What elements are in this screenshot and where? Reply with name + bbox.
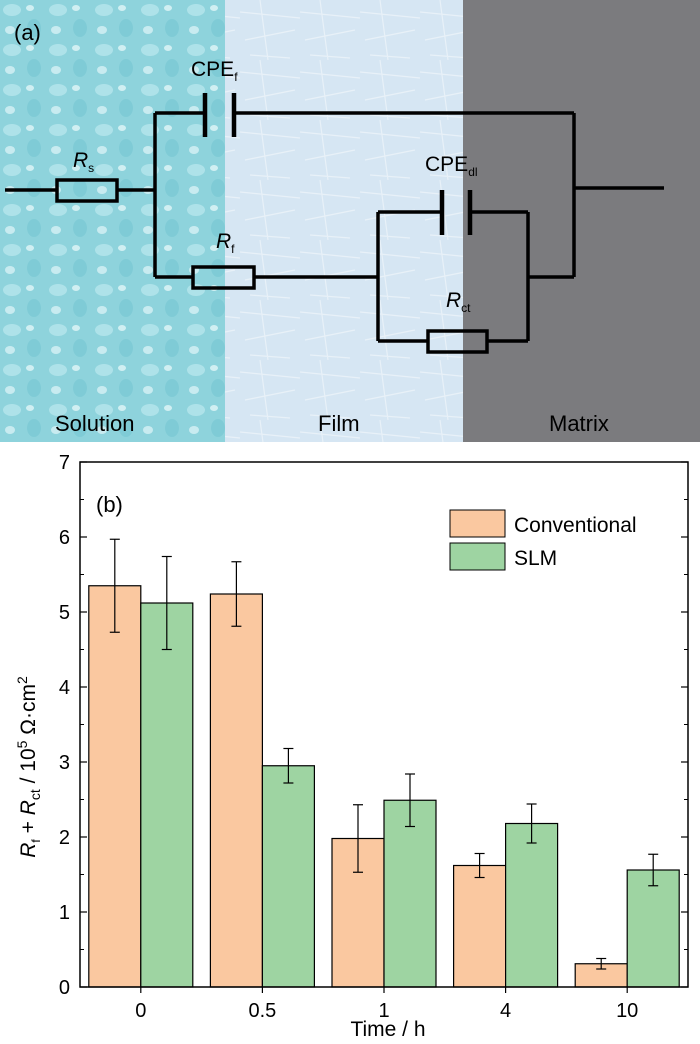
x-tick-label-10: 10 xyxy=(616,1000,638,1022)
x-axis: 0 0.5 1 4 10 xyxy=(135,987,638,1022)
y-tick-label-0: 0 xyxy=(59,977,70,999)
legend-swatch-slm xyxy=(449,542,506,571)
legend-label-slm: SLM xyxy=(514,547,557,570)
rct-label: Rct xyxy=(446,289,471,315)
equivalent-circuit-panel: (a) Rs CPEf Rf CPEdl Rct Solution Film M… xyxy=(0,0,700,442)
legend-label-conventional: Conventional xyxy=(514,514,637,537)
y-axis-title: Rf + Rct / 105 Ω·cm2 xyxy=(14,676,43,858)
panel-b-label: (b) xyxy=(96,492,123,517)
matrix-label: Matrix xyxy=(549,411,609,436)
rs-resistor xyxy=(55,178,119,203)
y-tick-label-4: 4 xyxy=(59,677,70,699)
bar-slm-0.5 xyxy=(261,765,315,988)
bar-slm-0 xyxy=(140,602,194,988)
y-axis: 0 1 2 3 4 5 6 7 xyxy=(59,452,688,999)
bar-slm-1 xyxy=(383,799,437,988)
x-axis-title: Time / h xyxy=(350,1018,425,1041)
x-tick-label-4: 4 xyxy=(500,1000,511,1022)
x-tick-label-1: 1 xyxy=(378,1000,389,1022)
panel-a-label: (a) xyxy=(14,20,41,45)
y-tick-label-3: 3 xyxy=(59,752,70,774)
x-tick-label-0: 0 xyxy=(135,1000,146,1022)
bar-chart-panel: (b) 0 1 2 3 4 5 6 7 0 0.5 1 4 10 Time / h Rf + Rct … xyxy=(14,452,689,1041)
y-tick-label-2: 2 xyxy=(59,827,70,849)
cpe-dl-label: CPEdl xyxy=(425,153,478,179)
legend-swatch-conventional xyxy=(449,509,506,538)
circuit-wires xyxy=(5,111,664,343)
y-tick-label-7: 7 xyxy=(59,452,70,474)
rct-resistor xyxy=(426,329,489,354)
y-tick-label-6: 6 xyxy=(59,527,70,549)
bar-conventional-4 xyxy=(453,864,507,988)
bar-conventional-0.5 xyxy=(209,593,263,988)
legend: Conventional SLM xyxy=(449,509,637,571)
rf-label: Rf xyxy=(216,230,235,256)
rf-resistor xyxy=(191,265,256,290)
rs-label: Rs xyxy=(73,149,94,175)
bars-group xyxy=(88,585,680,988)
error-bars-group xyxy=(109,538,659,970)
solution-label: Solution xyxy=(55,411,135,436)
cpe-dl-capacitor xyxy=(439,190,473,235)
cpe-f-capacitor xyxy=(202,93,237,137)
bar-slm-10 xyxy=(626,869,680,988)
film-label: Film xyxy=(318,411,360,436)
cpe-f-label: CPEf xyxy=(191,58,238,84)
bar-slm-4 xyxy=(505,822,559,988)
y-tick-label-5: 5 xyxy=(59,602,70,624)
y-tick-label-1: 1 xyxy=(59,902,70,924)
matrix-region xyxy=(463,0,700,442)
x-tick-label-0.5: 0.5 xyxy=(248,1000,276,1022)
bar-conventional-0 xyxy=(88,585,142,988)
